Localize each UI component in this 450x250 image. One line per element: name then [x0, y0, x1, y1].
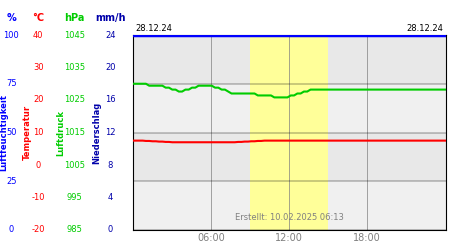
- Text: Niederschlag: Niederschlag: [92, 102, 101, 164]
- Text: 12: 12: [105, 128, 116, 137]
- Text: 30: 30: [33, 63, 44, 72]
- Bar: [133, 181, 446, 230]
- Text: 28.12.24: 28.12.24: [135, 24, 172, 33]
- Bar: [133, 35, 446, 84]
- Text: 8: 8: [108, 160, 113, 170]
- Bar: [250, 35, 328, 230]
- Text: mm/h: mm/h: [95, 12, 126, 22]
- Text: Luftfeuchtigkeit: Luftfeuchtigkeit: [0, 94, 8, 171]
- Text: -20: -20: [32, 226, 45, 234]
- Bar: [133, 84, 446, 132]
- Text: 0: 0: [108, 226, 113, 234]
- Text: 20: 20: [33, 96, 44, 104]
- Bar: [133, 132, 446, 181]
- Text: 4: 4: [108, 193, 113, 202]
- Text: 24: 24: [105, 30, 116, 40]
- Text: 1015: 1015: [64, 128, 85, 137]
- Text: 25: 25: [6, 177, 17, 186]
- Text: 985: 985: [66, 226, 82, 234]
- Text: hPa: hPa: [64, 12, 85, 22]
- Text: 75: 75: [6, 79, 17, 88]
- Text: °C: °C: [32, 12, 44, 22]
- Text: Erstellt: 10.02.2025 06:13: Erstellt: 10.02.2025 06:13: [235, 213, 343, 222]
- Text: 1025: 1025: [64, 96, 85, 104]
- Text: 16: 16: [105, 96, 116, 104]
- Text: 10: 10: [33, 128, 44, 137]
- Text: 1045: 1045: [64, 30, 85, 40]
- Text: 995: 995: [67, 193, 82, 202]
- Text: 0: 0: [36, 160, 41, 170]
- Text: 28.12.24: 28.12.24: [406, 24, 443, 33]
- Text: -10: -10: [32, 193, 45, 202]
- Text: 1005: 1005: [64, 160, 85, 170]
- Text: 20: 20: [105, 63, 116, 72]
- Text: 40: 40: [33, 30, 44, 40]
- Text: Temperatur: Temperatur: [22, 105, 32, 160]
- Text: 50: 50: [6, 128, 17, 137]
- Text: 1035: 1035: [64, 63, 85, 72]
- Text: 100: 100: [4, 30, 19, 40]
- Text: %: %: [6, 12, 16, 22]
- Text: 0: 0: [9, 226, 14, 234]
- Text: Luftdruck: Luftdruck: [56, 110, 65, 156]
